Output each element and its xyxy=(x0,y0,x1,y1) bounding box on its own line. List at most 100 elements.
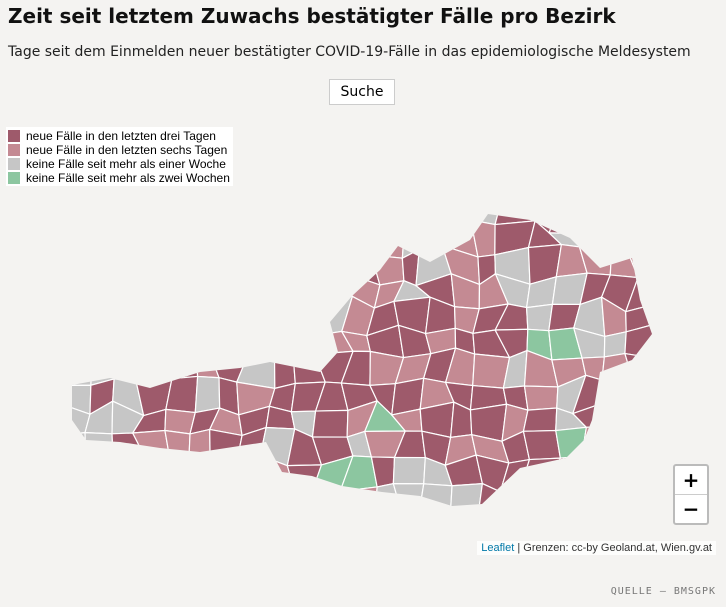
district[interactable] xyxy=(395,194,429,223)
district[interactable] xyxy=(601,374,633,405)
district[interactable] xyxy=(583,196,604,235)
district[interactable] xyxy=(555,243,588,278)
district[interactable] xyxy=(651,357,685,390)
district[interactable] xyxy=(110,454,146,489)
district[interactable] xyxy=(162,508,198,538)
district[interactable] xyxy=(599,425,626,462)
district[interactable] xyxy=(522,429,562,461)
district[interactable] xyxy=(312,243,353,274)
district[interactable] xyxy=(419,514,450,545)
district[interactable] xyxy=(239,193,275,229)
district[interactable] xyxy=(54,457,87,494)
district[interactable] xyxy=(628,196,663,230)
district[interactable] xyxy=(295,243,321,283)
district[interactable] xyxy=(207,299,238,332)
district[interactable] xyxy=(599,196,631,230)
district[interactable] xyxy=(311,197,351,225)
district[interactable] xyxy=(78,220,118,260)
district[interactable] xyxy=(207,461,244,494)
district[interactable] xyxy=(84,431,114,460)
district[interactable] xyxy=(110,478,146,511)
district[interactable] xyxy=(160,462,192,493)
district[interactable] xyxy=(190,217,225,255)
district[interactable] xyxy=(110,360,137,382)
district[interactable] xyxy=(62,320,93,362)
district[interactable] xyxy=(135,300,163,338)
district[interactable] xyxy=(314,481,342,518)
district[interactable] xyxy=(115,220,143,261)
district[interactable] xyxy=(661,221,683,259)
district[interactable] xyxy=(182,296,225,329)
district[interactable] xyxy=(217,269,240,313)
district[interactable] xyxy=(577,515,608,540)
district[interactable] xyxy=(208,327,251,358)
district[interactable] xyxy=(297,218,326,248)
district[interactable] xyxy=(160,477,195,508)
district[interactable] xyxy=(418,483,453,515)
district[interactable] xyxy=(392,456,426,485)
district[interactable] xyxy=(82,246,118,282)
district[interactable] xyxy=(217,217,250,260)
district[interactable] xyxy=(56,356,93,387)
district[interactable] xyxy=(651,322,691,360)
district[interactable] xyxy=(155,297,194,331)
district[interactable] xyxy=(499,484,524,519)
district[interactable] xyxy=(449,482,484,520)
district[interactable] xyxy=(80,330,114,362)
leaflet-link[interactable]: Leaflet xyxy=(481,542,515,554)
district[interactable] xyxy=(311,409,349,438)
zoom-in[interactable]: + xyxy=(682,468,700,492)
district[interactable] xyxy=(603,331,627,358)
district[interactable] xyxy=(623,452,656,490)
district[interactable] xyxy=(600,482,639,519)
district[interactable] xyxy=(156,275,194,303)
district[interactable] xyxy=(268,220,302,248)
district[interactable] xyxy=(80,299,114,337)
district[interactable] xyxy=(105,303,141,338)
district[interactable] xyxy=(182,252,220,285)
district[interactable] xyxy=(163,220,197,255)
district[interactable] xyxy=(523,512,560,534)
district[interactable] xyxy=(189,477,214,516)
district[interactable] xyxy=(288,197,325,228)
district[interactable] xyxy=(167,197,192,233)
district[interactable] xyxy=(83,479,116,511)
district[interactable] xyxy=(476,511,506,534)
district[interactable] xyxy=(317,271,354,300)
district[interactable] xyxy=(600,455,639,486)
district[interactable] xyxy=(55,485,85,516)
district[interactable] xyxy=(609,252,639,279)
district[interactable] xyxy=(52,202,84,227)
district[interactable] xyxy=(661,244,683,281)
district[interactable] xyxy=(650,405,681,438)
district[interactable] xyxy=(650,379,686,407)
district[interactable] xyxy=(164,350,199,380)
district[interactable] xyxy=(131,429,172,465)
district[interactable] xyxy=(627,505,664,544)
district[interactable] xyxy=(195,355,220,379)
district[interactable] xyxy=(53,223,87,260)
district[interactable] xyxy=(548,200,585,235)
district[interactable] xyxy=(139,219,170,261)
district[interactable] xyxy=(238,245,271,284)
district[interactable] xyxy=(217,252,247,279)
district[interactable] xyxy=(417,219,457,251)
district[interactable] xyxy=(132,328,167,363)
district[interactable] xyxy=(522,407,558,432)
district[interactable] xyxy=(235,454,274,494)
district[interactable] xyxy=(286,464,323,493)
district[interactable] xyxy=(339,486,378,518)
district[interactable] xyxy=(454,199,476,222)
district[interactable] xyxy=(209,428,243,468)
district[interactable] xyxy=(623,430,658,457)
district[interactable] xyxy=(505,511,531,534)
district[interactable] xyxy=(337,505,377,542)
district[interactable] xyxy=(365,505,403,542)
district[interactable] xyxy=(188,461,211,494)
district[interactable] xyxy=(164,429,191,465)
district[interactable] xyxy=(265,281,300,309)
district[interactable] xyxy=(235,329,276,359)
district[interactable] xyxy=(290,297,319,337)
district[interactable] xyxy=(628,243,664,279)
district[interactable] xyxy=(54,431,87,463)
